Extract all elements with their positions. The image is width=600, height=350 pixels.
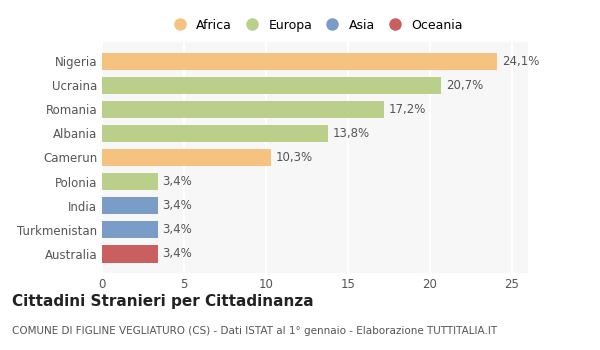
Bar <box>102 173 158 190</box>
Bar <box>102 77 441 94</box>
Bar <box>102 101 384 118</box>
Text: 3,4%: 3,4% <box>163 175 193 188</box>
Bar <box>102 52 497 70</box>
Bar <box>102 221 158 238</box>
Text: 20,7%: 20,7% <box>446 79 484 92</box>
Text: Cittadini Stranieri per Cittadinanza: Cittadini Stranieri per Cittadinanza <box>12 294 314 309</box>
Text: COMUNE DI FIGLINE VEGLIATURO (CS) - Dati ISTAT al 1° gennaio - Elaborazione TUTT: COMUNE DI FIGLINE VEGLIATURO (CS) - Dati… <box>12 326 497 336</box>
Bar <box>102 197 158 214</box>
Text: 24,1%: 24,1% <box>502 55 539 68</box>
Text: 3,4%: 3,4% <box>163 199 193 212</box>
Text: 3,4%: 3,4% <box>163 247 193 260</box>
Bar <box>102 125 328 142</box>
Text: 3,4%: 3,4% <box>163 223 193 236</box>
Bar <box>102 149 271 166</box>
Bar <box>102 245 158 262</box>
Legend: Africa, Europa, Asia, Oceania: Africa, Europa, Asia, Oceania <box>163 14 467 37</box>
Text: 10,3%: 10,3% <box>275 151 313 164</box>
Text: 13,8%: 13,8% <box>333 127 370 140</box>
Text: 17,2%: 17,2% <box>389 103 426 116</box>
